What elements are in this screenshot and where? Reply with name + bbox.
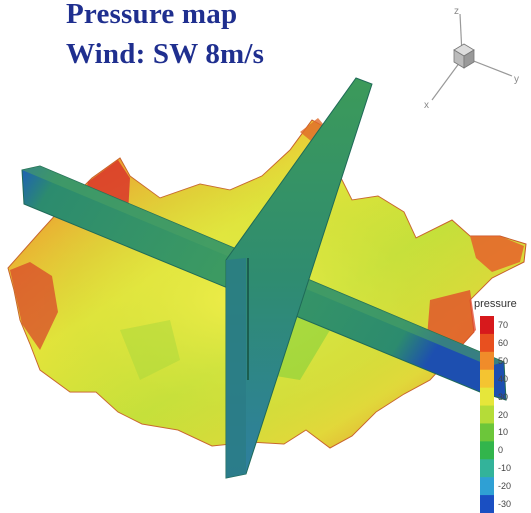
terrain-hotspot-right bbox=[470, 236, 524, 272]
title-line-1: Pressure map bbox=[66, 0, 238, 30]
legend-swatch bbox=[480, 459, 494, 478]
title-line-2: Wind: SW 8m/s bbox=[66, 38, 265, 70]
axis-label-z: z bbox=[454, 6, 459, 17]
pressure-legend: pressure 70 60 50 40 30 20 10 0 -10 -20 -30 bbox=[474, 298, 531, 513]
legend-tick-label: -10 bbox=[498, 463, 512, 474]
slice-plane-cross-edge bbox=[226, 258, 246, 478]
legend-title: pressure bbox=[474, 298, 517, 310]
legend-tick-label: 50 bbox=[498, 355, 509, 366]
legend-tick-label: 10 bbox=[498, 427, 509, 438]
legend-tick-label: 20 bbox=[498, 409, 509, 420]
legend-swatch bbox=[480, 387, 494, 407]
legend-tick-label: 40 bbox=[498, 373, 509, 384]
legend-swatch bbox=[480, 316, 494, 335]
legend-tick-label: 0 bbox=[498, 445, 504, 456]
axes-cube-icon bbox=[453, 43, 475, 69]
legend-colorbar bbox=[480, 316, 494, 513]
map-title: Pressure map Wind: SW 8m/s bbox=[66, 0, 264, 74]
axis-label-x: x bbox=[424, 100, 429, 111]
legend-tick-label: 60 bbox=[498, 337, 509, 348]
legend-tick-label: 30 bbox=[498, 391, 509, 402]
legend-swatch bbox=[480, 423, 494, 442]
legend-swatch bbox=[480, 351, 494, 371]
legend-swatch bbox=[480, 333, 494, 353]
legend-swatch bbox=[480, 477, 494, 496]
terrain-green-zone-2 bbox=[120, 320, 180, 380]
legend-tick-label: -30 bbox=[498, 499, 512, 510]
legend-swatch bbox=[480, 369, 494, 389]
legend-swatch bbox=[480, 441, 494, 460]
axes-triad: z y x bbox=[424, 6, 519, 111]
terrain-hotspot-west bbox=[10, 262, 58, 350]
legend-swatch bbox=[480, 495, 494, 513]
axis-x-line bbox=[431, 61, 461, 101]
legend-tick-label: -20 bbox=[498, 481, 512, 492]
axis-label-y: y bbox=[514, 74, 519, 85]
legend-swatch bbox=[480, 405, 494, 424]
legend-tick-label: 70 bbox=[498, 319, 509, 330]
